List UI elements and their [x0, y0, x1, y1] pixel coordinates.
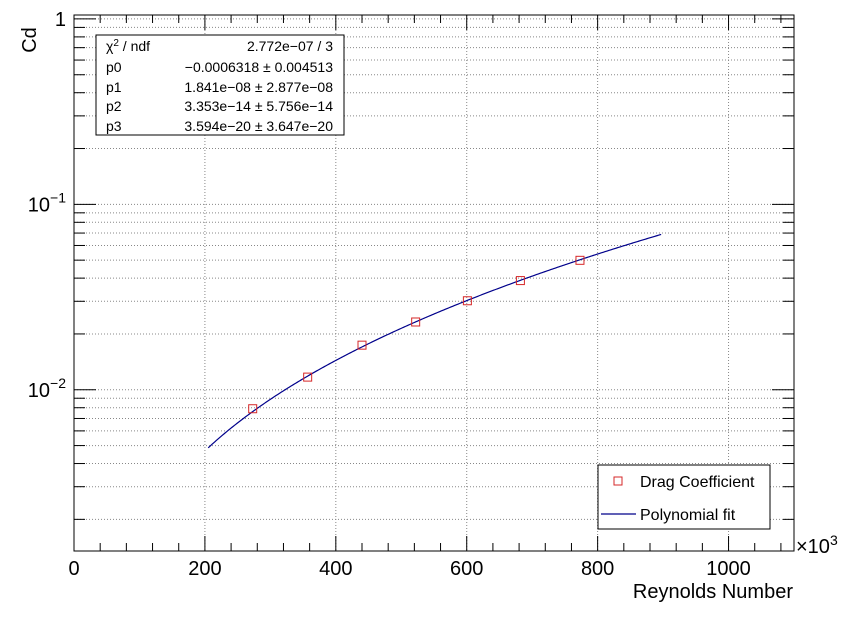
plot-frame — [73, 14, 795, 552]
y-tick-label: 1 — [55, 9, 66, 31]
axes: 0 200 400 600 800 1000 1 10−1 10−2 — [28, 9, 795, 580]
data-point — [357, 340, 367, 350]
stats-box-frame — [95, 34, 345, 136]
x-tick-label: 600 — [450, 558, 483, 580]
stats-p3-value: 3.594e−20 ± 3.647e−20 — [184, 118, 333, 134]
x-tick-label: 800 — [581, 558, 614, 580]
stats-chi2-value: 2.772e−07 / 3 — [247, 38, 333, 54]
x-tick-label: 0 — [68, 558, 79, 580]
y-tick-label: 10−2 — [28, 375, 66, 402]
data-point — [462, 296, 472, 306]
stats-p0-value: −0.0006318 ± 0.004513 — [185, 59, 333, 75]
x-tick-label: 200 — [188, 558, 221, 580]
plot-area — [207, 233, 662, 449]
data-point — [303, 372, 313, 382]
y-axis-title: Cd — [19, 27, 41, 53]
x-tick-label: 1000 — [706, 558, 751, 580]
stats-p1-value: 1.841e−08 ± 2.877e−08 — [184, 79, 333, 95]
stats-p3-label: p3 — [106, 118, 122, 134]
x-axis-title: Reynolds Number — [633, 581, 793, 603]
x-axis-multiplier: ×103 — [796, 532, 838, 558]
legend-marker-drag-coefficient — [613, 476, 623, 486]
y-tick-label: 10−1 — [28, 189, 66, 216]
legend-label-polynomial-fit: Polynomial fit — [640, 507, 736, 524]
fit-curve — [207, 233, 662, 449]
legend-frame — [597, 464, 771, 530]
x-tick-label: 400 — [319, 558, 352, 580]
fit-statistics-box: χ2 / ndf 2.772e−07 / 3 p0 −0.0006318 ± 0… — [95, 34, 345, 136]
stats-chi2-label: χ2 / ndf — [106, 38, 150, 54]
data-point — [411, 317, 421, 327]
legend: Drag Coefficient Polynomial fit — [597, 464, 771, 530]
stats-p2-value: 3.353e−14 ± 5.756e−14 — [184, 98, 333, 114]
legend-label-drag-coefficient: Drag Coefficient — [640, 474, 755, 491]
data-point — [248, 404, 258, 414]
data-point — [515, 276, 525, 286]
data-point — [575, 255, 585, 265]
stats-p1-label: p1 — [106, 79, 122, 95]
stats-p2-label: p2 — [106, 98, 122, 114]
stats-p0-label: p0 — [106, 59, 122, 75]
